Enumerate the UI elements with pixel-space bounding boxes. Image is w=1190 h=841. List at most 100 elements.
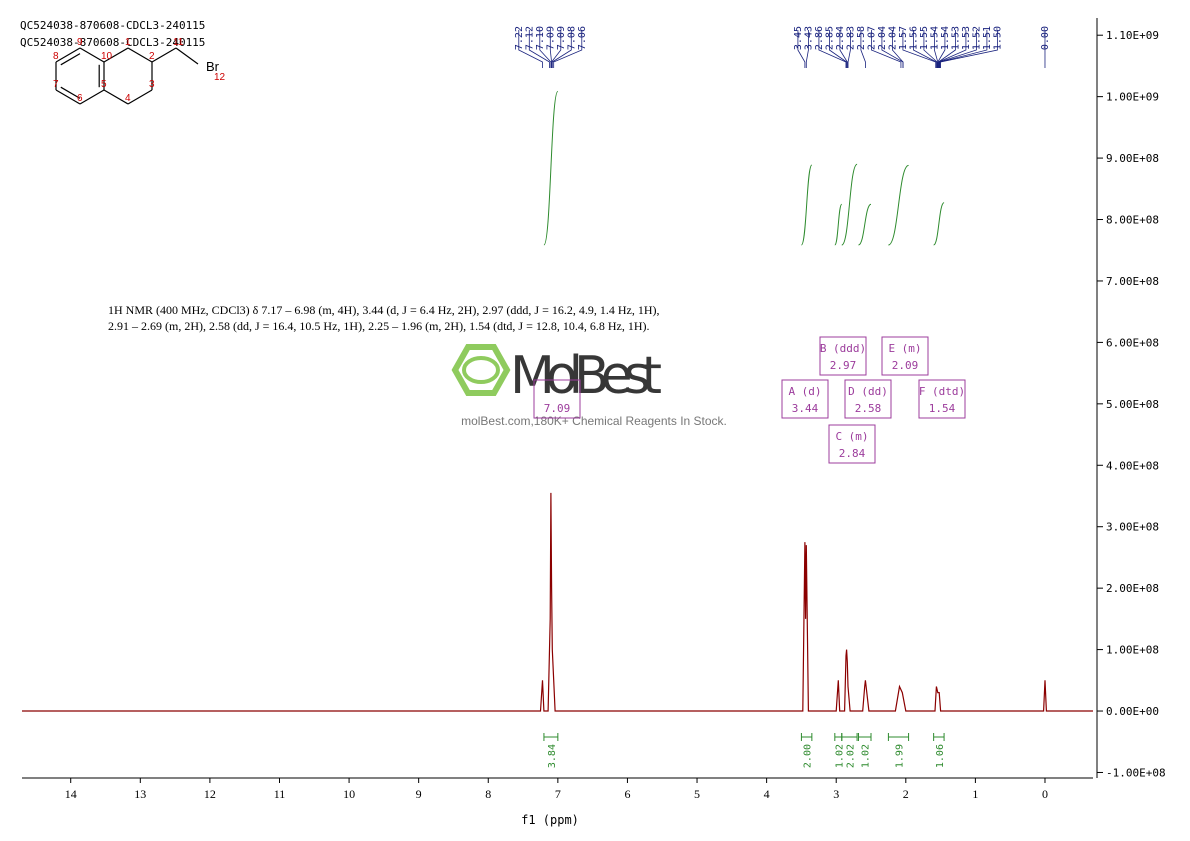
peak-leader <box>892 30 904 68</box>
bond <box>151 47 177 63</box>
multiplet-label: F (dtd) <box>919 385 965 398</box>
y-tick-label: -1.00E+08 <box>1106 766 1166 779</box>
atom-number: 3 <box>149 79 155 90</box>
peak-leader <box>539 30 552 68</box>
integral-curve <box>887 164 910 246</box>
multiplet-shift: 3.44 <box>792 402 819 415</box>
peak-label: 0.00 <box>1040 26 1051 50</box>
peak-leader <box>528 30 550 68</box>
integral-curve <box>857 203 872 246</box>
header-line: QC524038-870608-CDCL3-240115 <box>20 19 205 32</box>
atom-element: Br <box>206 59 220 74</box>
multiplet-shift: 2.97 <box>830 359 857 372</box>
peak-label: 1.57 <box>898 26 909 50</box>
integral-label: 1.02 <box>861 744 872 768</box>
peak-leader <box>818 30 847 68</box>
integral-label: 1.02 <box>834 744 845 768</box>
peak-label: 3.43 <box>803 26 814 50</box>
y-tick-label: 7.00E+08 <box>1106 275 1159 288</box>
peak-leader <box>940 30 998 68</box>
integral-bracket <box>841 733 858 741</box>
logo-ring <box>462 356 500 384</box>
peak-label: 1.56 <box>908 26 919 50</box>
peak-label: 2.83 <box>845 26 856 50</box>
peak-label: 7.09 <box>545 26 556 50</box>
multiplet-label: A (d) <box>788 385 821 398</box>
atom-number: 6 <box>77 93 83 104</box>
bond <box>127 47 153 63</box>
multiplet-box <box>828 424 876 464</box>
y-tick-label: 1.00E+09 <box>1106 91 1159 104</box>
integral-bracket <box>857 733 872 741</box>
peak-label: 7.06 <box>577 26 588 50</box>
bond <box>55 89 81 105</box>
peak-leader <box>805 30 809 68</box>
multiplet-shift: 2.09 <box>892 359 919 372</box>
peak-label: 7.12 <box>524 26 535 50</box>
integral-label: 1.99 <box>894 744 905 768</box>
atom-number: 2 <box>149 51 155 62</box>
peak-label: 1.54 <box>929 26 940 50</box>
peak-label: 7.22 <box>514 26 525 50</box>
atom-number: 9 <box>77 37 83 48</box>
peak-label: 1.53 <box>950 26 961 50</box>
bond <box>55 47 81 63</box>
atom-number: 4 <box>125 93 131 104</box>
integral-curve <box>800 164 813 246</box>
x-tick-label: 1 <box>972 787 978 801</box>
y-tick-label: 3.00E+08 <box>1106 521 1159 534</box>
watermark-tagline: molBest.com,180K+ Chemical Reagents In S… <box>461 414 727 428</box>
watermark-brand: MolBest <box>510 346 662 406</box>
peak-label: 7.08 <box>566 26 577 50</box>
integral-curve <box>543 90 559 246</box>
x-tick-label: 6 <box>624 787 630 801</box>
peak-label: 2.07 <box>866 26 877 50</box>
peak-label: 1.55 <box>919 26 930 50</box>
multiplet-box <box>881 336 929 376</box>
x-tick-label: 9 <box>416 787 422 801</box>
peak-label: 3.45 <box>793 26 804 50</box>
peak-leader <box>829 30 848 68</box>
multiplet-box <box>533 379 581 419</box>
peak-leader <box>939 30 988 68</box>
multiplet-label: C (m) <box>835 430 868 443</box>
peak-leader <box>913 30 937 68</box>
y-tick-label: 4.00E+08 <box>1106 459 1159 472</box>
peak-label: 2.04 <box>887 26 898 50</box>
peak-label: 2.85 <box>824 26 835 50</box>
multiplet-box <box>781 379 829 419</box>
y-tick-label: 9.00E+08 <box>1106 152 1159 165</box>
atom-number: 11 <box>173 37 184 48</box>
x-tick-label: 10 <box>343 787 355 801</box>
peak-leader <box>938 30 967 68</box>
peak-leader <box>923 30 938 68</box>
atom-number: 1 <box>125 37 131 48</box>
spectrum-line <box>22 492 1093 712</box>
multiplet-label: E (m) <box>888 342 921 355</box>
double-bond <box>60 53 81 66</box>
y-tick-label: 5.00E+08 <box>1106 398 1159 411</box>
peak-leader <box>902 30 937 68</box>
peak-label: 1.51 <box>982 26 993 50</box>
x-tick-label: 12 <box>204 787 216 801</box>
integral-label: 2.02 <box>845 744 856 768</box>
bond <box>127 89 153 105</box>
integral-label: 1.06 <box>935 744 946 768</box>
peak-leader <box>860 30 866 68</box>
peak-label: 2.86 <box>814 26 825 50</box>
y-tick-label: 1.10E+09 <box>1106 29 1159 42</box>
multiplet-box <box>918 379 966 419</box>
multiplet-label: B (ddd) <box>820 342 866 355</box>
atom-number: 8 <box>53 51 59 62</box>
integral-label: 2.00 <box>803 744 814 768</box>
peak-label: 1.54 <box>940 26 951 50</box>
integral-bracket <box>834 733 843 741</box>
atom-number: 7 <box>53 79 59 90</box>
header-line: QC524038-870608-CDCL3-240115 <box>20 36 205 49</box>
y-tick-label: 6.00E+08 <box>1106 336 1159 349</box>
x-tick-label: 5 <box>694 787 700 801</box>
x-axis-label: f1 (ppm) <box>521 813 579 827</box>
y-tick-label: 1.00E+08 <box>1106 644 1159 657</box>
